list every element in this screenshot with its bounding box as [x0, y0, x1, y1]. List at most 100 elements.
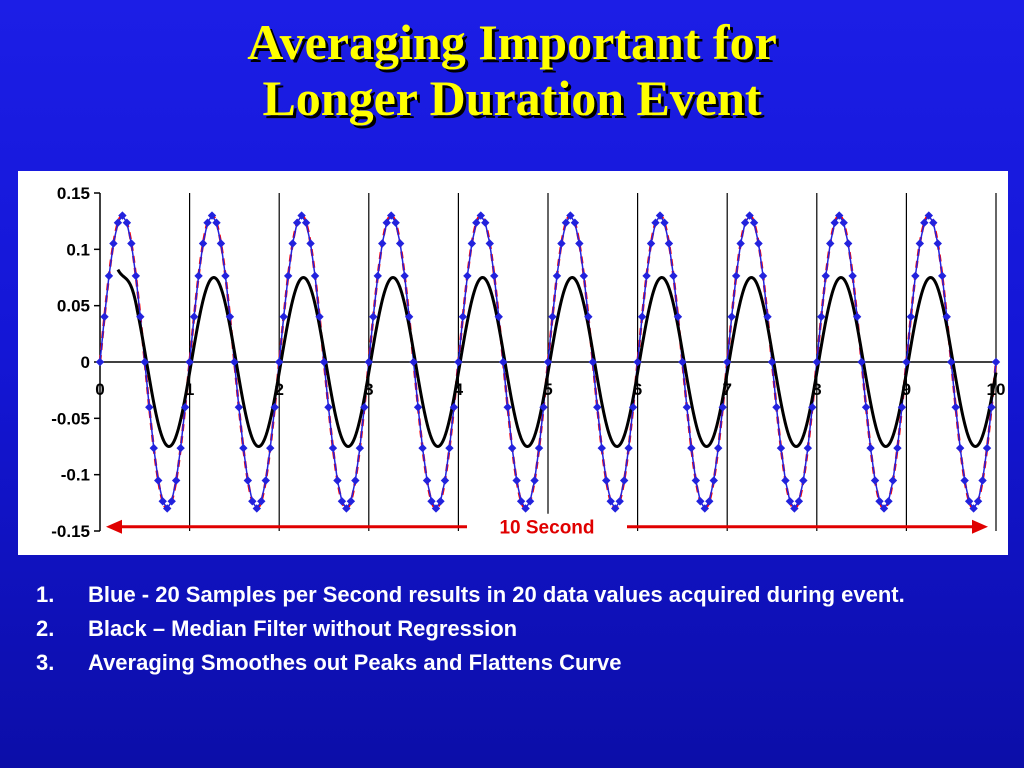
- x-tick-labels: 0 1 2 3 4 5 6 7 8 9 10: [95, 380, 1005, 399]
- blue-diamond-marker: [297, 211, 306, 220]
- blue-diamond-marker: [745, 211, 754, 220]
- blue-diamond-marker: [203, 218, 212, 227]
- blue-diamond-marker: [763, 312, 772, 321]
- blue-diamond-marker: [319, 357, 329, 367]
- blue-diamond-marker: [628, 403, 638, 412]
- blue-diamond-marker: [333, 476, 342, 485]
- blue-diamond-marker: [248, 497, 257, 506]
- blue-diamond-marker: [749, 218, 759, 227]
- blue-diamond-marker: [360, 403, 369, 412]
- blue-diamond-marker: [207, 211, 217, 220]
- bullet-item-2: 2. Black – Median Filter without Regress…: [36, 614, 996, 644]
- blue-diamond-marker: [705, 497, 714, 506]
- blue-diamond-marker: [525, 497, 535, 506]
- x-tick-label: 0: [95, 380, 104, 399]
- blue-diamond-marker: [848, 271, 857, 281]
- blue-diamond-marker: [122, 218, 132, 227]
- blue-diamond-marker: [163, 504, 172, 513]
- blue-diamond-marker: [955, 443, 965, 453]
- blue-diamond-marker: [404, 312, 414, 321]
- blue-diamond-marker: [861, 403, 871, 412]
- blue-diamond-marker: [310, 271, 320, 281]
- blue-diamond-marker: [575, 239, 584, 248]
- x-tick-label: 10: [987, 380, 1006, 399]
- blue-diamond-marker: [727, 312, 736, 321]
- blue-diamond-marker: [212, 218, 221, 227]
- blue-diamond-marker: [776, 443, 786, 453]
- blue-diamond-marker: [884, 497, 893, 506]
- bullet-text: Blue - 20 Samples per Second results in …: [88, 582, 905, 607]
- blue-diamond-marker: [870, 476, 880, 485]
- blue-diamond-marker: [185, 357, 194, 367]
- blue-diamond-marker: [230, 357, 239, 367]
- blue-diamond-marker: [808, 403, 817, 412]
- slide-title-line-1: Averaging Important for: [247, 14, 777, 70]
- blue-diamond-marker: [261, 476, 270, 485]
- blue-diamond-marker: [395, 239, 405, 248]
- blue-diamond-marker: [463, 271, 472, 281]
- blue-diamond-marker: [499, 357, 508, 367]
- blue-diamond-marker: [987, 403, 996, 412]
- blue-diamond-marker: [413, 403, 423, 412]
- bullet-item-3: 3. Averaging Smoothes out Peaks and Flat…: [36, 648, 996, 678]
- blue-diamond-marker: [194, 271, 203, 281]
- blue-diamond-marker: [283, 271, 293, 281]
- blue-diamond-marker: [315, 312, 324, 321]
- bullet-text: Averaging Smoothes out Peaks and Flatten…: [88, 650, 622, 675]
- duration-label-background: [469, 513, 625, 540]
- blue-diamond-marker: [418, 443, 427, 453]
- blue-diamond-marker: [490, 271, 499, 281]
- blue-diamond-marker: [821, 271, 830, 281]
- blue-diamond-marker: [611, 504, 620, 513]
- blue-diamond-marker: [494, 312, 503, 321]
- blue-diamond-marker: [736, 239, 745, 248]
- slide-title: Averaging Important for Longer Duration …: [0, 14, 1024, 126]
- blue-diamond-marker: [960, 476, 969, 485]
- blue-diamond-marker: [718, 403, 727, 412]
- blue-diamond-marker: [158, 497, 167, 506]
- blue-diamond-marker: [516, 497, 526, 506]
- blue-diamond-marker: [602, 476, 611, 485]
- blue-diamond-marker: [978, 476, 987, 485]
- blue-diamond-marker: [378, 239, 387, 248]
- blue-diamond-marker: [615, 497, 624, 506]
- blue-diamond-marker: [512, 476, 521, 485]
- blue-diamond-marker: [373, 271, 382, 281]
- blue-diamond-marker: [709, 476, 718, 485]
- blue-diamond-marker: [530, 476, 539, 485]
- blue-diamond-marker: [279, 312, 288, 321]
- blue-diamond-marker: [113, 218, 123, 227]
- blue-diamond-marker: [852, 312, 862, 321]
- blue-diamond-marker: [969, 504, 978, 513]
- x-tick-label: 4: [454, 380, 464, 399]
- blue-diamond-marker: [252, 504, 261, 513]
- blue-diamond-marker: [933, 239, 942, 248]
- blue-diamond-marker: [409, 357, 418, 367]
- blue-diamond-marker: [781, 476, 790, 485]
- blue-diamond-marker: [754, 239, 763, 248]
- blue-diamond-marker: [924, 211, 933, 220]
- blue-diamond-marker: [633, 357, 642, 367]
- bullet-number: 2.: [36, 616, 55, 641]
- y-tick-label: 0: [81, 353, 90, 372]
- blue-diamond-marker: [669, 271, 678, 281]
- blue-diamond-marker: [857, 357, 866, 367]
- arrowhead-right-icon: [972, 519, 988, 534]
- blue-diamond-marker: [964, 497, 974, 506]
- blue-diamond-marker: [619, 476, 629, 485]
- blue-diamond-marker: [839, 218, 848, 227]
- blue-diamond-marker: [597, 443, 606, 453]
- blue-diamond-marker: [225, 312, 235, 321]
- blue-diamond-marker: [552, 271, 562, 281]
- x-tick-label: 6: [633, 380, 642, 399]
- blue-diamond-marker: [95, 357, 105, 367]
- blue-diamond-marker: [104, 271, 114, 281]
- blue-diamond-marker: [337, 497, 347, 506]
- blue-diamond-marker: [400, 271, 409, 281]
- blue-diamond-marker: [812, 357, 821, 367]
- blue-diamond-marker: [700, 504, 709, 513]
- blue-diamond-marker: [915, 239, 925, 248]
- blue-diamond-marker: [140, 357, 149, 367]
- x-tick-label: 7: [722, 380, 731, 399]
- blue-diamond-marker: [691, 476, 701, 485]
